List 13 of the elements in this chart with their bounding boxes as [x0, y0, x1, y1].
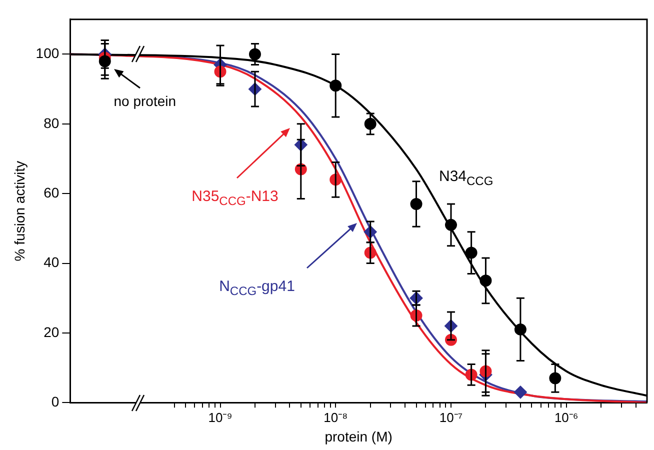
x-tick-label: 10⁻⁹: [208, 410, 232, 425]
y-tick-label: 0: [51, 393, 60, 410]
annotation: no protein: [114, 93, 176, 110]
y-tick-label: 60: [44, 184, 60, 200]
y-tick-label: 100: [36, 45, 60, 62]
y-tick-label: 20: [44, 324, 60, 340]
y-axis-title: % fusion activity: [11, 160, 28, 262]
x-tick-label: 10⁻⁷: [439, 410, 463, 425]
y-tick-label: 80: [44, 114, 60, 131]
x-tick-label: 10⁻⁸: [324, 410, 348, 425]
x-tick-label: 10⁻⁶: [554, 410, 578, 425]
y-tick-label: 40: [44, 254, 60, 270]
x-axis-title: protein (M): [324, 428, 392, 444]
